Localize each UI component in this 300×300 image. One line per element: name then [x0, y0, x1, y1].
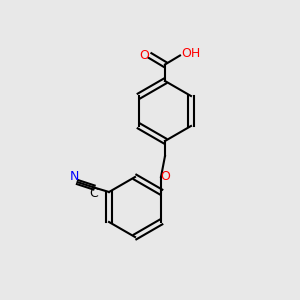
Text: O: O	[160, 170, 170, 184]
Text: OH: OH	[182, 47, 201, 61]
Text: O: O	[139, 49, 149, 62]
Text: N: N	[70, 169, 79, 183]
Text: C: C	[90, 187, 98, 200]
